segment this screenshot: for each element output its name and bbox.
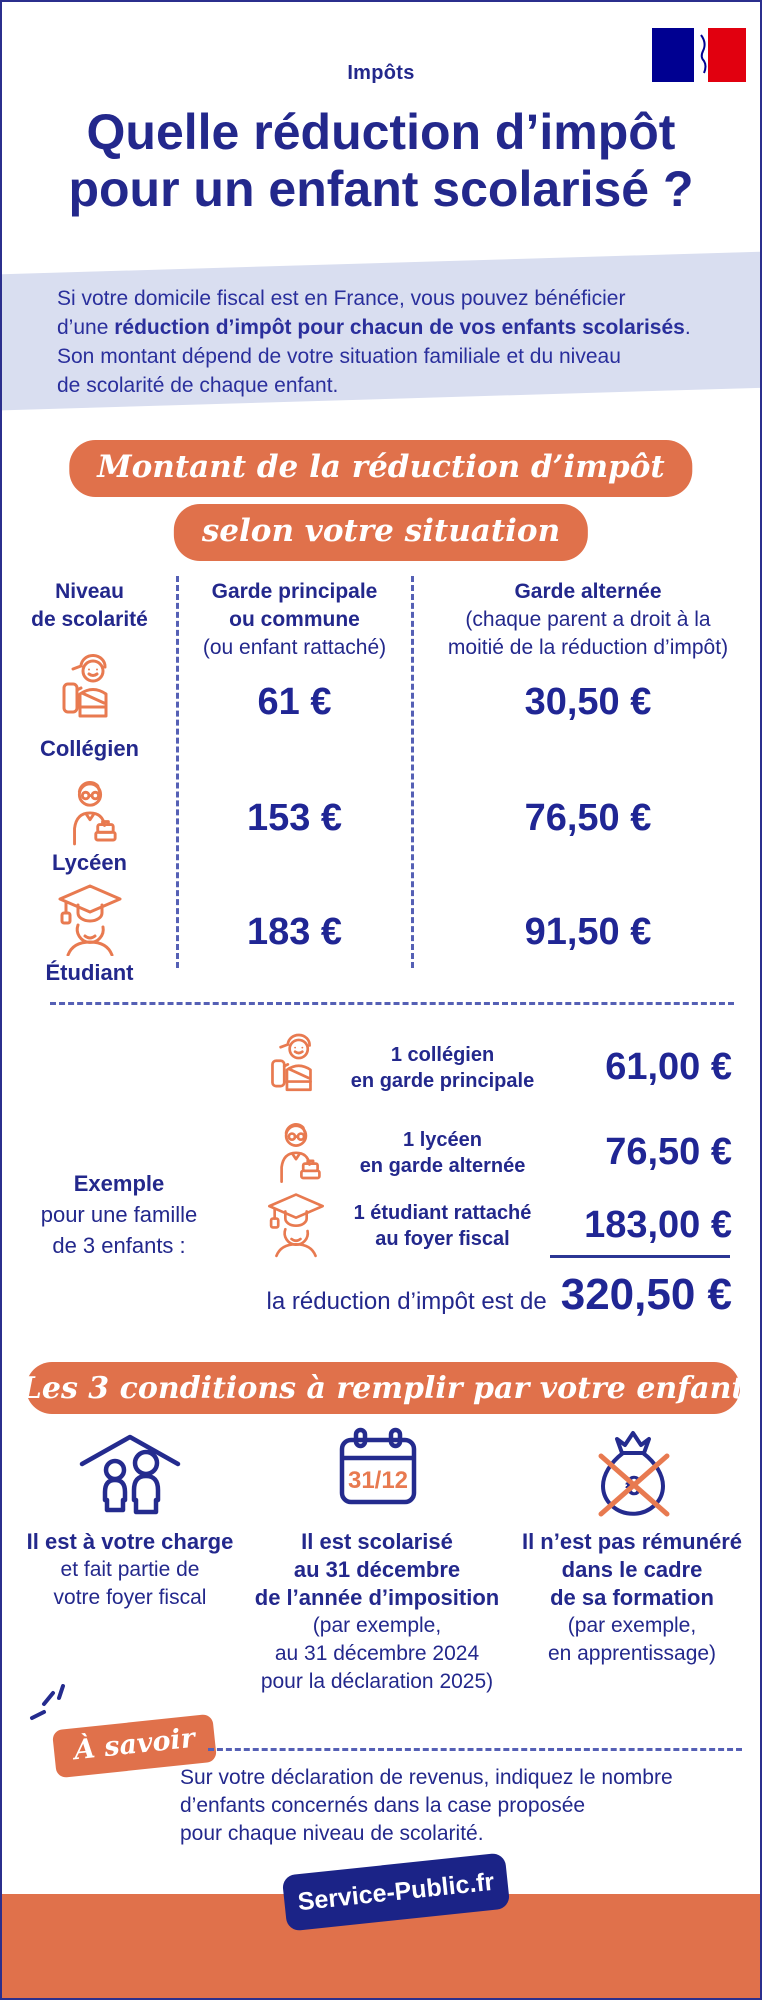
section-banner-amounts-line1: Montant de la réduction d’impôt [69, 440, 693, 497]
sum-line [550, 1255, 730, 1258]
intro-line-1: Si votre domicile fiscal est en France, … [57, 287, 626, 310]
amount-main: 183 € [246, 911, 343, 953]
calendar-date: 31/12 [348, 1467, 408, 1494]
table-divider-2 [411, 576, 414, 968]
amount-alternate: 91,50 € [524, 911, 652, 953]
intro-band [2, 251, 760, 411]
collegien-icon [60, 650, 120, 734]
condition-1: Il est à votre charge et fait partie de … [26, 1529, 234, 1609]
amount-alternate: 76,50 € [524, 797, 652, 839]
etudiant-icon [264, 1188, 328, 1258]
section-banner-conditions: Les 3 conditions à remplir par votre enf… [21, 1362, 745, 1414]
french-republic-flag-icon [652, 28, 746, 82]
etudiant-icon [54, 880, 126, 956]
table-row [2, 650, 177, 734]
page-title: Quelle réduction d’impôt pour un enfant … [2, 104, 760, 218]
row-label: Lycéen [51, 850, 127, 875]
table-header-shared-custody: Garde alternée (chaque parent a droit à … [447, 580, 729, 659]
total-amount: 320,50 € [560, 1270, 732, 1319]
row-label: Étudiant [45, 960, 134, 985]
family-home-icon [72, 1426, 188, 1520]
example-item-text: 1 étudiant rattaché au foyer fiscal [353, 1202, 532, 1250]
note-dashed-line [208, 1748, 742, 1751]
total-label: la réduction d’impôt est de [266, 1288, 547, 1315]
condition-2: Il est scolarisé au 31 décembre de l’ann… [254, 1529, 500, 1693]
intro-bold: réduction d’impôt pour chacun de vos enf… [114, 316, 685, 339]
lyceen-icon [61, 774, 119, 848]
table-divider-1 [176, 576, 179, 968]
title-line-2: pour un enfant scolarisé ? [68, 161, 694, 217]
amount-main: 153 € [246, 797, 343, 839]
title-line-1: Quelle réduction d’impôt [86, 104, 676, 160]
dashed-separator [50, 1002, 734, 1005]
example-total: la réduction d’impôt est de 320,50 € [182, 1270, 732, 1320]
intro-line-2: d’une réduction d’impôt pour chacun de v… [57, 316, 691, 339]
table-header-main-custody: Garde principale ou commune (ou enfant r… [202, 580, 387, 659]
example-row [264, 1030, 328, 1106]
collegien-icon [268, 1030, 324, 1106]
intro-paragraph: Si votre domicile fiscal est en France, … [57, 284, 697, 400]
example-item-amount: 76,50 € [605, 1131, 732, 1173]
example-row [264, 1188, 328, 1258]
table-header-level: Niveau de scolarité [31, 580, 148, 631]
example-label: Exemple pour une famille de 3 enfants : [40, 1171, 198, 1258]
no-money-icon [588, 1426, 678, 1520]
row-label: Collégien [39, 736, 139, 761]
example-row [264, 1116, 328, 1186]
example-item-text: 1 lycéen en garde alternée [359, 1129, 526, 1177]
intro-line-4: de scolarité de chaque enfant. [57, 374, 339, 397]
amount-alternate: 30,50 € [524, 681, 652, 723]
table-row [2, 774, 177, 848]
table-row [2, 880, 177, 956]
condition-3: Il n’est pas rémunéré dans le cadre de s… [521, 1529, 743, 1665]
example-item-text: 1 collégien en garde principale [350, 1044, 535, 1092]
section-banner-amounts-line2: selon votre situation [173, 504, 589, 561]
intro-line-3: Son montant dépend de votre situation fa… [57, 345, 621, 368]
lyceen-icon [269, 1116, 323, 1186]
example-item-amount: 61,00 € [605, 1046, 732, 1088]
amount-main: 61 € [257, 681, 332, 723]
calendar-icon: 31/12 [335, 1426, 421, 1508]
sparks-icon [28, 1684, 72, 1724]
example-item-amount: 183,00 € [584, 1204, 732, 1246]
category-label: Impôts [347, 62, 415, 84]
note-paragraph: Sur votre déclaration de revenus, indiqu… [180, 1766, 673, 1845]
